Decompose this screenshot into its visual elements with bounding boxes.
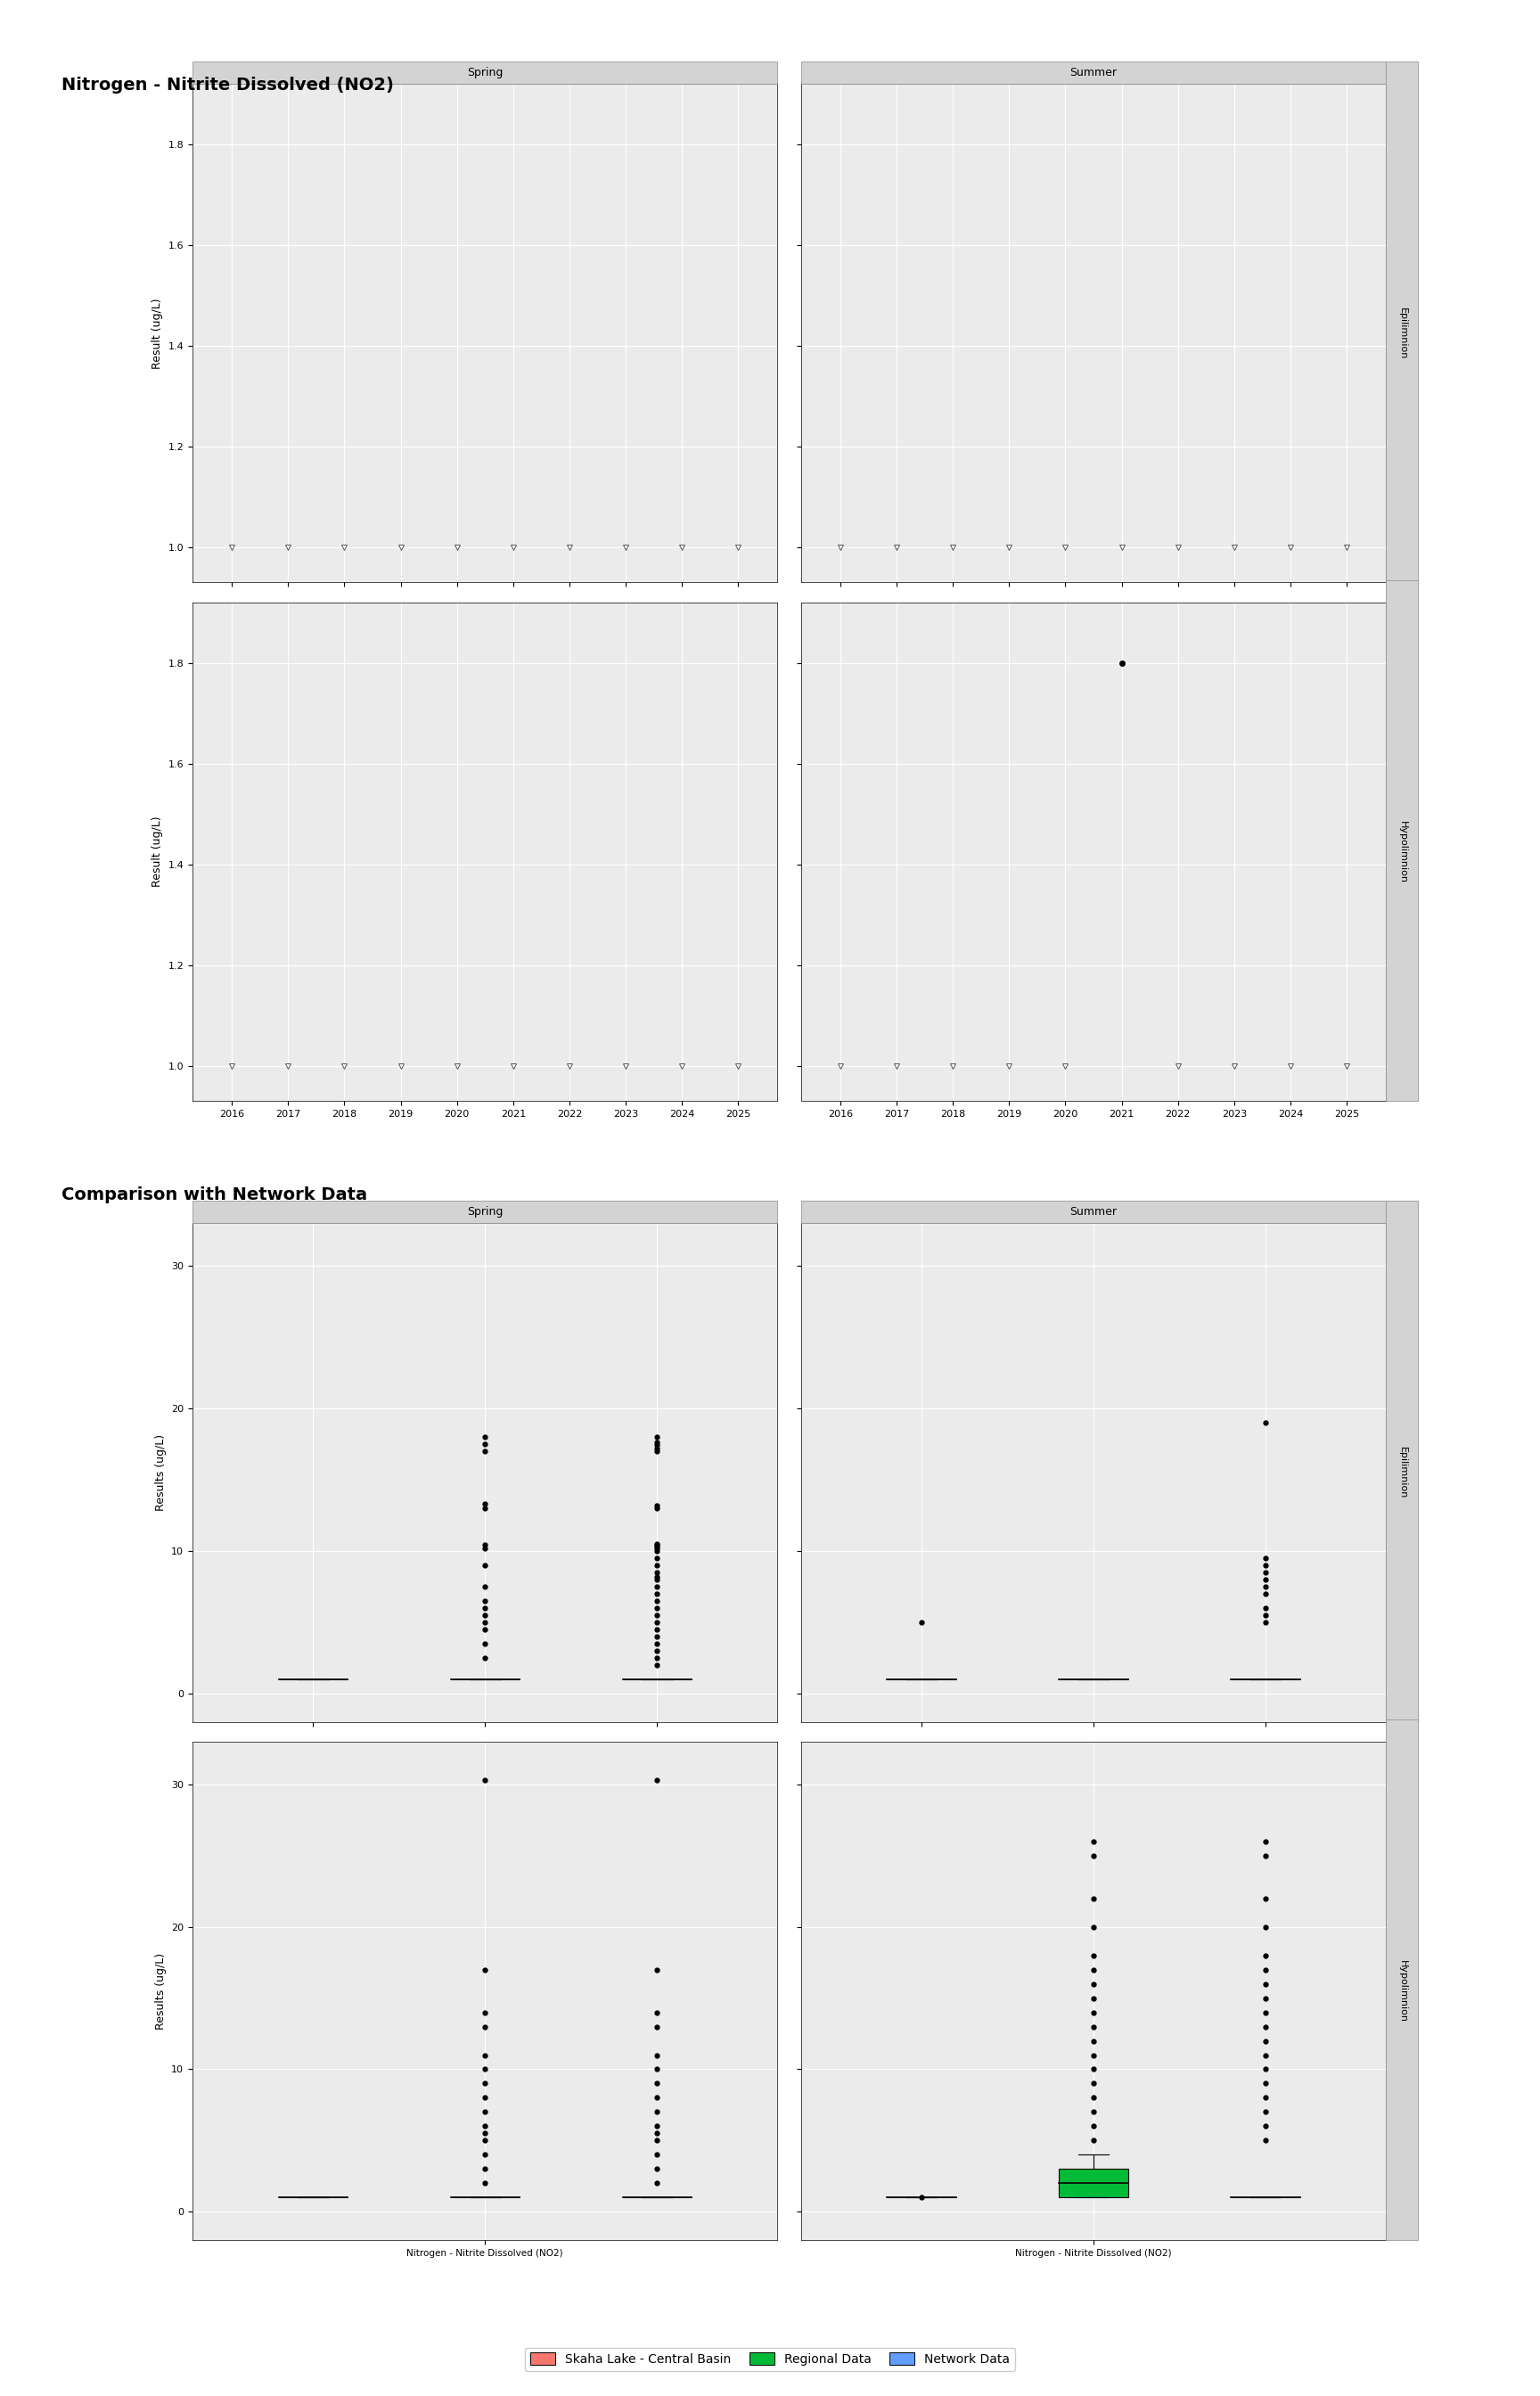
Text: Hypolimnion: Hypolimnion (1398, 819, 1408, 882)
FancyBboxPatch shape (192, 62, 778, 84)
FancyBboxPatch shape (1386, 62, 1418, 582)
Y-axis label: Result (ug/L): Result (ug/L) (151, 297, 163, 369)
Text: Epilimnion: Epilimnion (1398, 307, 1408, 359)
Text: Summer: Summer (1070, 1205, 1116, 1217)
FancyBboxPatch shape (801, 1200, 1386, 1222)
Y-axis label: Results (ug/L): Results (ug/L) (154, 1953, 166, 2029)
Text: Hypolimnion: Hypolimnion (1398, 1960, 1408, 2022)
FancyBboxPatch shape (801, 62, 1386, 84)
Text: Nitrogen - Nitrite Dissolved (NO2): Nitrogen - Nitrite Dissolved (NO2) (62, 77, 394, 93)
FancyBboxPatch shape (1386, 1720, 1418, 2240)
FancyBboxPatch shape (192, 1200, 778, 1222)
Text: Spring: Spring (467, 67, 504, 79)
Legend: Skaha Lake - Central Basin, Regional Data, Network Data: Skaha Lake - Central Basin, Regional Dat… (525, 2348, 1015, 2370)
Text: Summer: Summer (1070, 67, 1116, 79)
FancyBboxPatch shape (1386, 1200, 1418, 1723)
Text: Spring: Spring (467, 1205, 504, 1217)
Y-axis label: Results (ug/L): Results (ug/L) (154, 1435, 166, 1512)
Bar (1060, 2168, 1127, 2197)
Y-axis label: Result (ug/L): Result (ug/L) (151, 817, 163, 887)
Text: Epilimnion: Epilimnion (1398, 1447, 1408, 1498)
Text: Comparison with Network Data: Comparison with Network Data (62, 1186, 368, 1203)
FancyBboxPatch shape (1386, 580, 1418, 1102)
